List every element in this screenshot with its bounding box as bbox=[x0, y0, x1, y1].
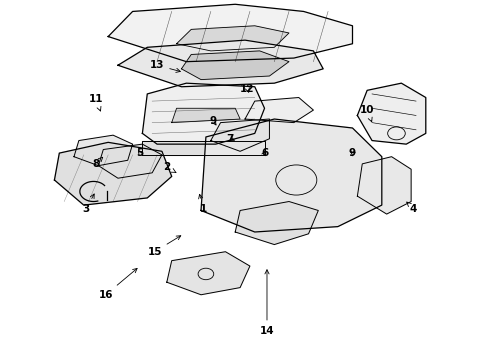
Text: 1: 1 bbox=[198, 194, 207, 214]
Text: 3: 3 bbox=[83, 194, 94, 214]
Text: 9: 9 bbox=[210, 116, 217, 126]
Polygon shape bbox=[181, 51, 289, 80]
Polygon shape bbox=[118, 40, 323, 87]
Text: 16: 16 bbox=[98, 269, 137, 300]
Text: 13: 13 bbox=[150, 60, 180, 72]
Text: 12: 12 bbox=[240, 84, 255, 94]
Polygon shape bbox=[176, 26, 289, 51]
Text: 6: 6 bbox=[261, 148, 268, 158]
Polygon shape bbox=[235, 202, 318, 244]
Polygon shape bbox=[357, 157, 411, 214]
Polygon shape bbox=[172, 108, 240, 123]
Text: 4: 4 bbox=[407, 202, 417, 214]
Text: 10: 10 bbox=[360, 105, 374, 122]
Text: 5: 5 bbox=[136, 148, 144, 158]
Polygon shape bbox=[245, 98, 314, 123]
Polygon shape bbox=[201, 119, 382, 232]
Text: 15: 15 bbox=[147, 236, 181, 257]
Text: 14: 14 bbox=[260, 270, 274, 336]
Text: 8: 8 bbox=[92, 157, 103, 169]
Polygon shape bbox=[98, 144, 162, 178]
Polygon shape bbox=[211, 119, 270, 151]
Text: 7: 7 bbox=[227, 134, 234, 144]
Polygon shape bbox=[54, 142, 172, 205]
Polygon shape bbox=[74, 135, 133, 166]
Polygon shape bbox=[143, 83, 265, 144]
Polygon shape bbox=[108, 4, 352, 62]
Polygon shape bbox=[167, 252, 250, 295]
Text: 2: 2 bbox=[163, 162, 176, 172]
Text: 11: 11 bbox=[89, 94, 103, 111]
Text: 9: 9 bbox=[349, 148, 356, 158]
Polygon shape bbox=[143, 140, 265, 155]
Polygon shape bbox=[357, 83, 426, 144]
